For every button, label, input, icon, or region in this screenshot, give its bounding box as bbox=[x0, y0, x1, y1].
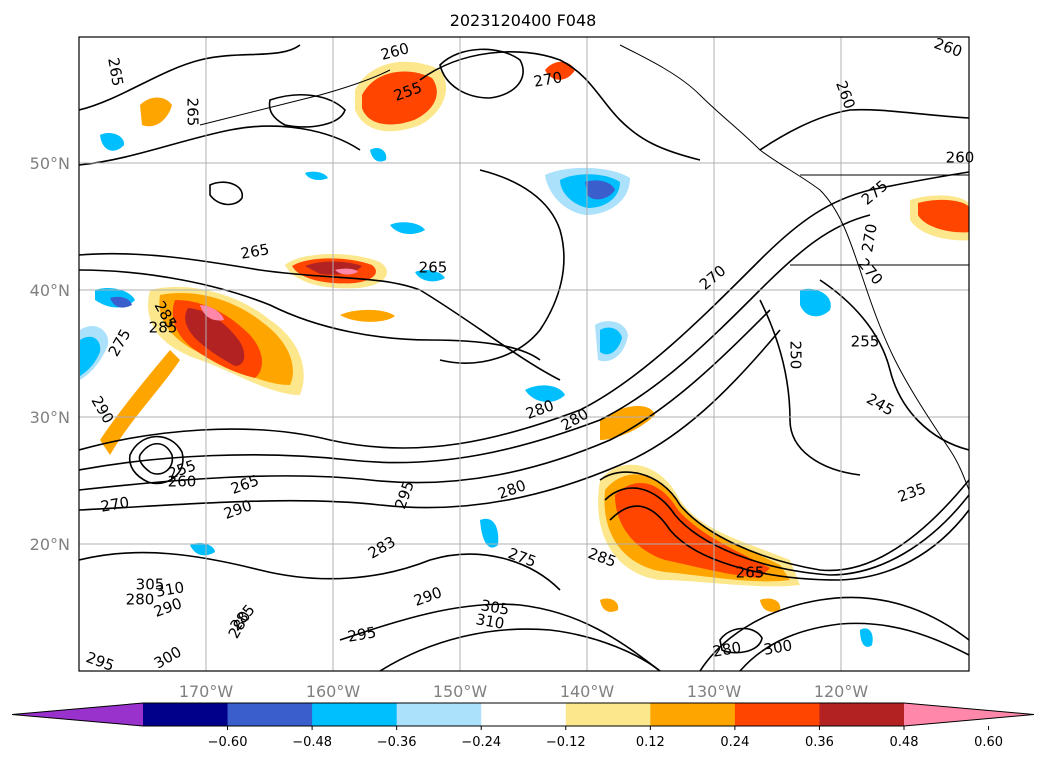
colorbar-tick-label: 0.24 bbox=[720, 735, 749, 750]
lon-label: 130°W bbox=[687, 682, 742, 701]
contour-label: 255 bbox=[851, 333, 880, 351]
map-panel bbox=[78, 36, 970, 672]
colorbar-tick-label: −0.36 bbox=[377, 735, 417, 750]
contour-label: 265 bbox=[104, 56, 127, 87]
lat-label: 50°N bbox=[30, 154, 70, 173]
colorbar-tick-label: −0.24 bbox=[461, 735, 501, 750]
colorbar-tick-label: −0.48 bbox=[292, 735, 332, 750]
colorbar-segment bbox=[227, 703, 313, 726]
lon-label: 170°W bbox=[179, 682, 234, 701]
colorbar-extend-min bbox=[12, 703, 143, 726]
contour-label: 280 bbox=[126, 591, 155, 609]
colorbar-segment bbox=[734, 703, 820, 726]
contour-label: 305 bbox=[136, 576, 165, 594]
shaded-field bbox=[80, 61, 969, 647]
colorbar-segment bbox=[565, 703, 651, 726]
gridlines bbox=[79, 37, 969, 671]
longitude-labels: 170°W 160°W 150°W 140°W 130°W 120°W bbox=[179, 682, 869, 701]
contour-label: 285 bbox=[149, 319, 178, 337]
coastline bbox=[199, 44, 969, 491]
lat-label: 30°N bbox=[30, 408, 70, 427]
colorbar-tick-label: −0.60 bbox=[208, 735, 248, 750]
colorbar-segment bbox=[396, 703, 482, 726]
colorbar: −0.60 −0.48 −0.36 −0.24 −0.12 0.12 0.24 0.36 0.4… bbox=[11, 702, 1035, 750]
colorbar-segment bbox=[650, 703, 736, 726]
latitude-labels: 50°N 40°N 30°N 20°N bbox=[30, 154, 70, 554]
contour-label: 300 bbox=[762, 636, 793, 659]
colorbar-segment bbox=[312, 703, 398, 726]
contour-label: 260 bbox=[168, 473, 197, 491]
contour-label: 270 bbox=[532, 68, 563, 91]
lat-label: 40°N bbox=[30, 281, 70, 300]
contour-label: 310 bbox=[474, 610, 505, 633]
colorbar-tick-label: −0.12 bbox=[546, 735, 586, 750]
contour-label: 310 bbox=[154, 578, 185, 601]
contour-label: 305 bbox=[479, 596, 510, 619]
colorbar-tick-label: 0.60 bbox=[974, 735, 1003, 750]
map-title: 2023120400 F048 bbox=[450, 11, 597, 30]
contour-label: 265 bbox=[736, 564, 765, 582]
map-frame bbox=[78, 36, 970, 672]
contour-lines bbox=[79, 44, 969, 671]
colorbar-extend-max bbox=[904, 703, 1034, 726]
lon-label: 120°W bbox=[814, 682, 869, 701]
colorbar-segment bbox=[481, 703, 567, 726]
contour-label: 280 bbox=[711, 638, 742, 661]
lon-label: 150°W bbox=[433, 682, 488, 701]
contour-label: 265 bbox=[419, 259, 448, 277]
lon-label: 140°W bbox=[560, 682, 615, 701]
lat-label: 20°N bbox=[30, 535, 70, 554]
contour-label: 260 bbox=[946, 149, 975, 167]
colorbar-tick-label: 0.48 bbox=[890, 735, 919, 750]
contour-label: 250 bbox=[787, 341, 805, 370]
contour-label: 270 bbox=[99, 493, 130, 516]
contour-label: 295 bbox=[346, 623, 377, 646]
colorbar-segment bbox=[143, 703, 229, 726]
colorbar-tick-label: 0.36 bbox=[805, 735, 834, 750]
colorbar-segment bbox=[819, 703, 905, 726]
lon-label: 160°W bbox=[306, 682, 361, 701]
colorbar-tick-label: 0.12 bbox=[636, 735, 665, 750]
contour-label: 270 bbox=[858, 222, 881, 253]
contour-label: 265 bbox=[239, 240, 270, 263]
contour-label: 265 bbox=[184, 98, 202, 127]
